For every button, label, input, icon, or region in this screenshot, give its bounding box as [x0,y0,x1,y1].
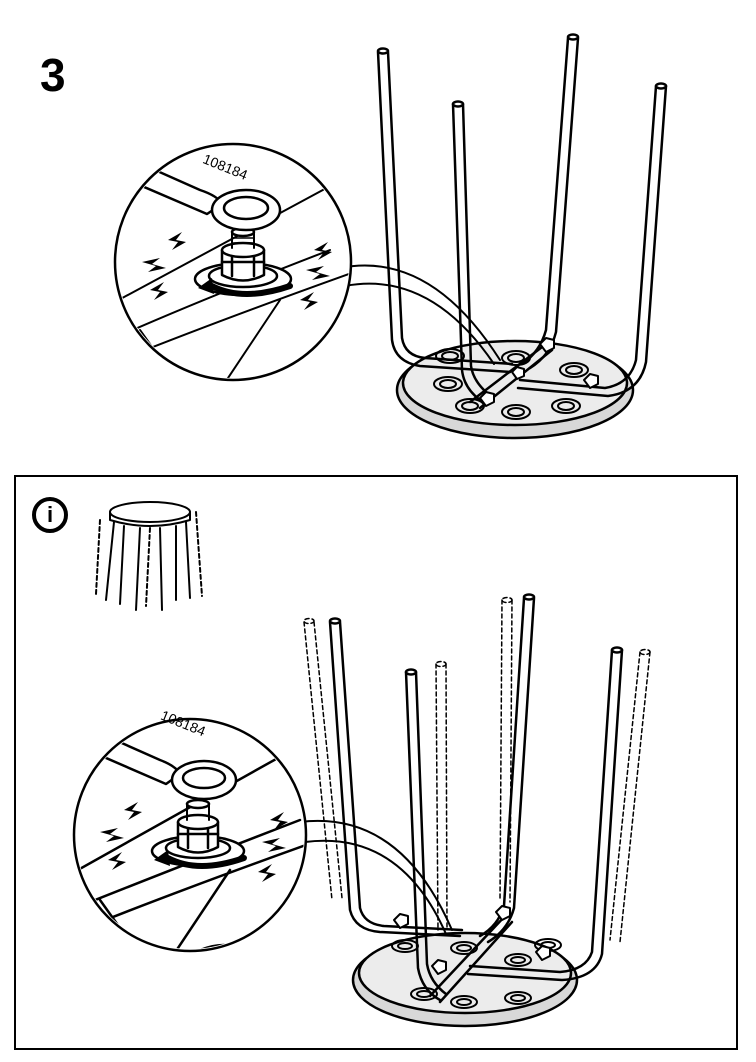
lightning-spark-icon [100,802,288,882]
info-box: i [14,475,738,1050]
stool-seat-bottom [351,931,579,1028]
misaligned-legs-ghost [303,596,651,943]
info-icon: i [32,497,68,533]
stool-thumbnail-icon [95,501,203,611]
detail-callout [113,142,501,382]
clockwise-arrow-icon [209,283,293,297]
step-number: 3 [40,49,66,101]
step-3-illustration: 108184 [113,33,668,440]
lightning-spark-icon [142,232,332,310]
stool-seat [395,339,635,440]
stool-legs-bottom [328,593,624,1004]
stool-legs [376,33,668,410]
clockwise-arrow-icon [165,855,247,869]
